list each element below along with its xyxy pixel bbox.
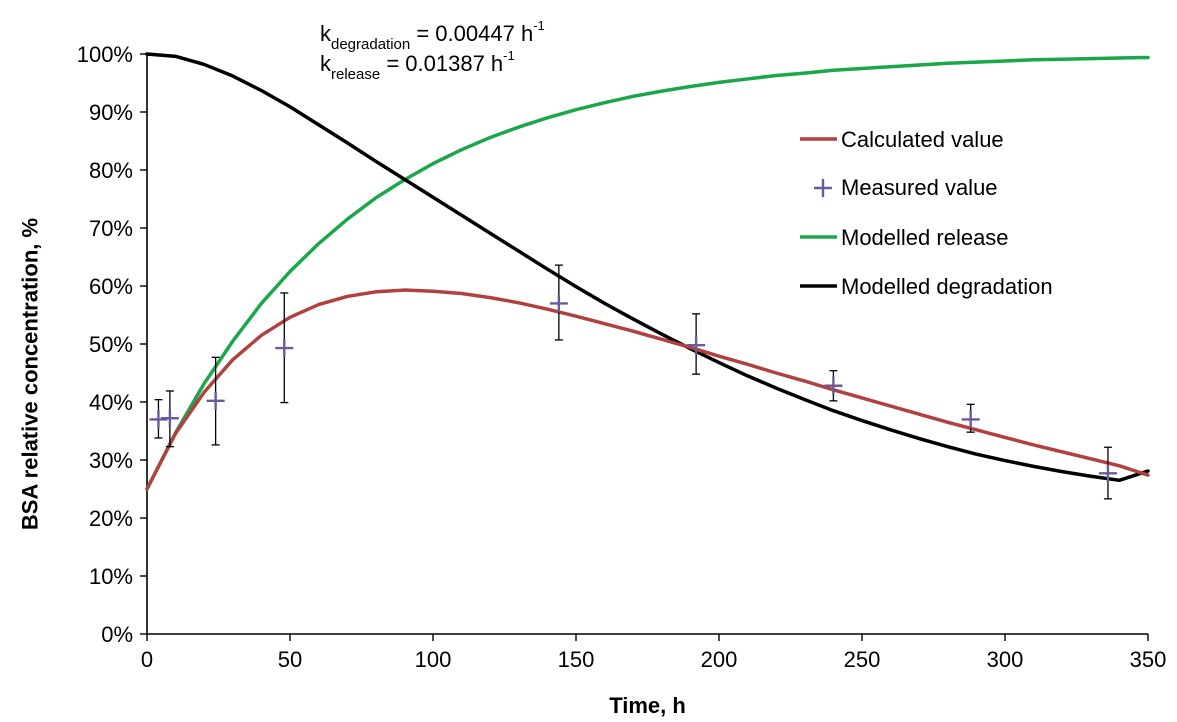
y-axis-title: BSA relative concentration, %	[18, 218, 43, 530]
legend-item-calculated: Calculated value	[800, 127, 1004, 152]
annotation-2-subscript: release	[331, 66, 380, 83]
measured-point	[687, 313, 706, 375]
y-tick-label: 40%	[89, 390, 133, 415]
legend-item-release: Modelled release	[800, 225, 1009, 250]
measured-point	[160, 390, 179, 448]
x-tick-label: 350	[1130, 647, 1167, 672]
y-tick-label: 10%	[89, 564, 133, 589]
annotation-1-symbol: k	[320, 21, 332, 46]
measured-point	[1098, 446, 1117, 500]
y-tick-label: 50%	[89, 332, 133, 357]
annotation-2-value: = 0.01387 h	[380, 51, 503, 76]
x-tick-label: 0	[141, 647, 153, 672]
legend-item-measured: Measured value	[814, 175, 998, 200]
legend: Calculated value Measured value Modelled…	[800, 127, 1053, 299]
measured-point	[961, 403, 980, 433]
x-tick-label: 100	[415, 647, 452, 672]
legend-label-degradation: Modelled degradation	[841, 274, 1053, 299]
x-axis-title: Time, h	[609, 693, 686, 718]
annotation-1-value: = 0.00447 h	[410, 21, 533, 46]
series-line-modelled-release	[145, 55, 1150, 491]
x-tick-label: 50	[278, 647, 302, 672]
series-layer	[145, 52, 1150, 500]
measured-point	[206, 356, 225, 446]
y-tick-label: 90%	[89, 100, 133, 125]
x-tick-label: 150	[558, 647, 595, 672]
svg-text:kdegradation = 0.00447 h-1: kdegradation = 0.00447 h-1	[320, 18, 545, 53]
svg-text:krelease = 0.01387 h-1: krelease = 0.01387 h-1	[320, 48, 515, 83]
legend-swatch-measured	[814, 179, 832, 197]
legend-label-release: Modelled release	[841, 225, 1009, 250]
y-tick-label: 0%	[101, 622, 133, 647]
y-tick-label: 60%	[89, 274, 133, 299]
measured-point	[149, 399, 168, 439]
x-tick-label: 200	[701, 647, 738, 672]
annotation-k-release: krelease = 0.01387 h-1	[320, 48, 515, 83]
annotation-2-superscript: -1	[503, 48, 515, 63]
annotation-1-superscript: -1	[533, 18, 545, 33]
annotation-1-subscript: degradation	[331, 36, 410, 53]
y-tick-label: 100%	[77, 42, 133, 67]
measured-point	[275, 292, 294, 404]
legend-label-calculated: Calculated value	[841, 127, 1004, 152]
series-line-calculated-value	[145, 288, 1150, 491]
x-ticks: 0 50 100 150 200 250 300 350	[141, 634, 1166, 672]
annotation-2-symbol: k	[320, 51, 332, 76]
measured-point	[824, 370, 843, 402]
x-tick-label: 250	[844, 647, 881, 672]
y-tick-label: 30%	[89, 448, 133, 473]
y-tick-label: 80%	[89, 158, 133, 183]
y-ticks: 0% 10% 20% 30% 40% 50% 60% 70% 80% 90% 100%	[77, 42, 147, 647]
legend-label-measured: Measured value	[841, 175, 998, 200]
y-tick-label: 70%	[89, 216, 133, 241]
x-tick-label: 300	[987, 647, 1024, 672]
annotation-k-degradation: kdegradation = 0.00447 h-1	[320, 18, 545, 53]
legend-item-degradation: Modelled degradation	[800, 274, 1053, 299]
series-line-modelled-degradation	[145, 52, 1150, 483]
measured-point	[549, 264, 568, 341]
y-tick-label: 20%	[89, 506, 133, 531]
